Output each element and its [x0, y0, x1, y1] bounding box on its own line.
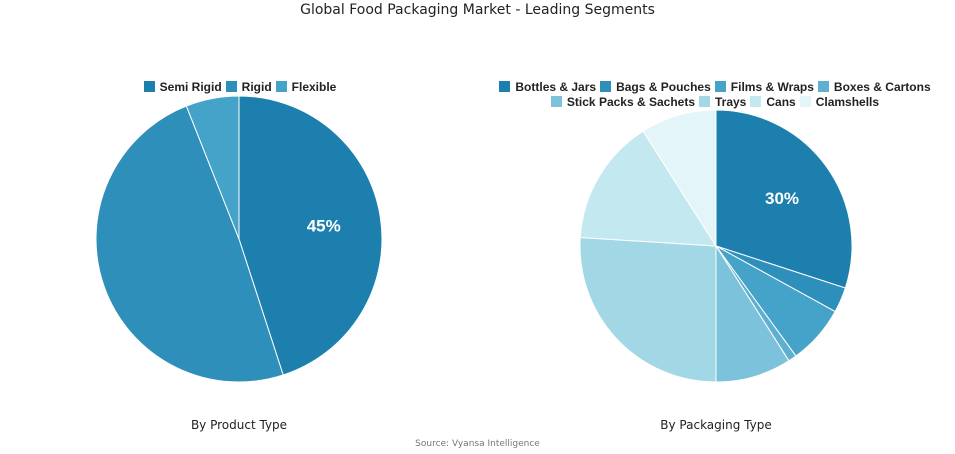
legend-swatch	[750, 96, 762, 107]
chart-title: Global Food Packaging Market - Leading S…	[300, 2, 655, 18]
legend-item[interactable]: Semi Rigid	[143, 80, 222, 95]
legend-item[interactable]: Bags & Pouches	[600, 80, 711, 95]
legend-label: Films & Wraps	[730, 80, 814, 94]
legend-swatch	[817, 81, 829, 92]
legend-item[interactable]: Rigid	[225, 80, 272, 95]
legend-label: Stick Packs & Sachets	[566, 95, 695, 109]
legend-item[interactable]: Trays	[699, 95, 746, 110]
legend-label: Semi Rigid	[159, 80, 222, 94]
legend-swatch	[799, 96, 811, 107]
legend-swatch	[600, 81, 612, 92]
legend-label: Boxes & Cartons	[833, 80, 931, 94]
pie-slice-flexible[interactable]	[185, 95, 240, 240]
legend-item[interactable]: Clamshells	[799, 95, 880, 110]
legend-item[interactable]: Boxes & Cartons	[817, 80, 931, 95]
legend-label: Bottles & Jars	[515, 80, 597, 94]
legend-swatch	[699, 96, 710, 107]
legend-product-type: Semi Rigid Rigid Flexible	[120, 80, 360, 95]
pie-slice-semi-rigid[interactable]	[238, 95, 383, 376]
data-label: 30%	[765, 189, 799, 208]
legend-label: Flexible	[291, 80, 337, 94]
legend-item[interactable]: Stick Packs & Sachets	[550, 95, 695, 110]
legend-swatch	[225, 81, 237, 92]
legend-packaging-type: Bottles & Jars Bags & Pouches Films & Wrap…	[495, 80, 935, 110]
pie-slice-cans[interactable]	[579, 130, 717, 247]
pie-slice-rigid[interactable]	[95, 105, 284, 383]
legend-label: Bags & Pouches	[616, 80, 711, 94]
legend-item[interactable]: Flexible	[275, 80, 337, 95]
data-label: 45%	[307, 217, 341, 236]
legend-swatch	[550, 96, 562, 107]
pie-slice-bottles-jars[interactable]	[715, 109, 853, 289]
legend-label: Clamshells	[815, 95, 880, 109]
legend-label: Cans	[766, 95, 796, 109]
legend-swatch	[275, 81, 287, 92]
pie-slice-clamshells[interactable]	[642, 109, 717, 248]
source-note: Source: Vyansa Intelligence	[415, 439, 540, 449]
subtitle-packaging-type: By Packaging Type	[660, 418, 772, 432]
pie-slice-trays[interactable]	[579, 236, 717, 383]
legend-label: Trays	[715, 95, 747, 109]
legend-label: Rigid	[241, 80, 272, 94]
legend-swatch	[714, 81, 726, 92]
legend-item[interactable]: Cans	[750, 95, 796, 110]
subtitle-product-type: By Product Type	[190, 418, 288, 432]
legend-swatch	[499, 81, 511, 92]
legend-swatch	[143, 81, 155, 92]
legend-item[interactable]: Films & Wraps	[714, 80, 814, 95]
legend-item[interactable]: Bottles & Jars	[499, 80, 596, 95]
